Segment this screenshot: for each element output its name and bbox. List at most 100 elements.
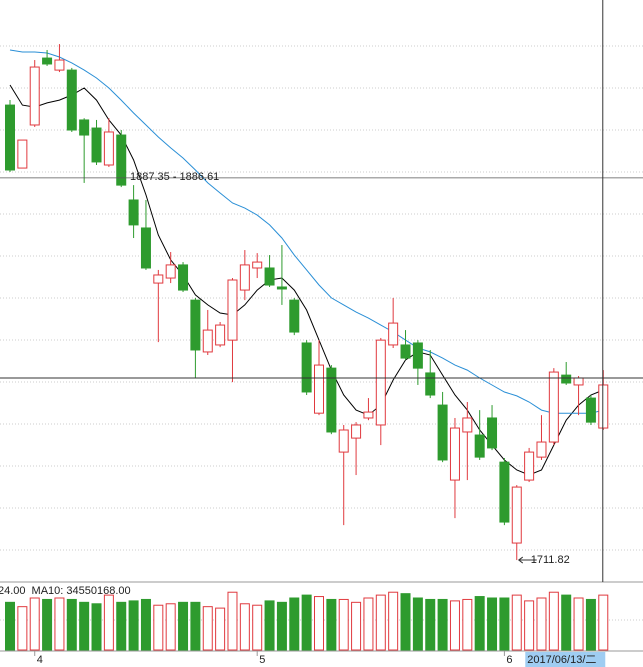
- candle-body: [103, 131, 114, 166]
- candle-body: [54, 59, 65, 71]
- cursor-date-box: 2017/06/13/二: [525, 652, 606, 667]
- volume-bar: [363, 597, 374, 651]
- volume-bar: [400, 593, 411, 651]
- candle-body: [425, 372, 436, 396]
- volume-bar: [66, 598, 77, 651]
- volume-bar: [227, 591, 238, 651]
- candle-body: [511, 486, 522, 544]
- volume-bar: [54, 597, 65, 651]
- candle-body: [5, 104, 15, 171]
- volume-bar: [289, 597, 300, 651]
- volume-bar: [412, 597, 423, 651]
- volume-bar: [474, 596, 485, 651]
- volume-bar: [338, 598, 349, 651]
- volume-bar: [351, 601, 362, 651]
- volume-bar: [462, 598, 473, 651]
- candle-body: [116, 134, 127, 186]
- candle-body: [202, 329, 213, 353]
- candle-body: [140, 227, 151, 269]
- volume-bar: [178, 601, 189, 651]
- x-tick-label: 5: [259, 654, 265, 666]
- volume-bar: [79, 601, 90, 651]
- candle-body: [17, 139, 28, 169]
- candle-body: [499, 461, 510, 523]
- volume-bar: [499, 597, 510, 651]
- volume-bar: [264, 600, 275, 651]
- candle-body: [351, 424, 362, 439]
- volume-bar: [511, 594, 522, 651]
- candle-body: [252, 261, 263, 269]
- candle-body: [536, 441, 547, 458]
- candle-body: [153, 274, 164, 284]
- candle-body: [190, 299, 201, 351]
- volume-bar: [326, 598, 337, 651]
- volume-bar: [425, 598, 436, 651]
- candle-body: [289, 299, 300, 333]
- volume-bar: [116, 601, 127, 651]
- volume-bar: [29, 597, 40, 651]
- candle-body: [264, 267, 275, 286]
- volume-bar: [252, 604, 263, 651]
- volume-bar: [153, 604, 164, 651]
- volume-bar: [548, 591, 559, 651]
- volume-bar: [5, 601, 15, 651]
- candle-body: [338, 429, 349, 453]
- volume-bar: [17, 606, 28, 651]
- volume-bar: [573, 597, 584, 651]
- candle-body: [128, 199, 139, 226]
- volume-bar: [437, 598, 448, 651]
- volume-bar: [276, 601, 287, 651]
- volume-bar: [103, 594, 114, 651]
- low-arrow: [517, 556, 537, 564]
- volume-bar: [449, 600, 460, 651]
- cursor-date-background: [525, 652, 606, 667]
- volume-bar: [128, 600, 139, 651]
- candle-body: [91, 127, 102, 163]
- volume-bar: [190, 601, 201, 651]
- cursor-date-label: 2017/06/13/二: [527, 654, 596, 666]
- candle-body: [561, 374, 572, 384]
- low-label: 1711.82: [531, 554, 570, 566]
- volume-legend: MA10: 34550168.00: [32, 585, 131, 597]
- volume-bar: [598, 594, 609, 651]
- candle-body: [301, 342, 312, 393]
- candle-body: [79, 119, 90, 136]
- volume-bar: [215, 607, 226, 651]
- volume-bar: [202, 606, 213, 651]
- candle-body: [548, 371, 559, 443]
- candle-body: [178, 264, 189, 291]
- crosshair-label: 1887.35 - 1886.61: [130, 171, 219, 183]
- volume-bar: [388, 591, 399, 651]
- candle-body: [42, 57, 53, 65]
- volume-bar: [165, 603, 176, 651]
- volume-bar: [524, 600, 535, 651]
- volume-bar: [487, 597, 498, 651]
- candle-body: [437, 404, 448, 461]
- volume-bar: [301, 594, 312, 651]
- candle-body: [29, 66, 40, 126]
- candle-body: [487, 417, 498, 449]
- candle-body: [66, 69, 77, 131]
- candle-body: [227, 279, 238, 341]
- volume-bar: [140, 598, 151, 651]
- candle-body: [375, 339, 386, 426]
- volume-bar: [585, 598, 596, 651]
- candle-body: [585, 397, 596, 423]
- candle-body: [573, 377, 584, 386]
- candle-body: [524, 451, 535, 481]
- x-tick-label: 4: [37, 654, 43, 666]
- volume-bar: [239, 603, 250, 651]
- x-tick-label: 6: [506, 654, 512, 666]
- candle-body: [474, 434, 485, 458]
- volume-bar: [42, 598, 53, 651]
- candle-body: [239, 264, 250, 291]
- candle-body: [388, 322, 399, 346]
- candle-body: [412, 342, 423, 369]
- candle-body: [276, 286, 287, 290]
- candle-body: [462, 417, 473, 433]
- moving-average-line: [9, 49, 604, 414]
- candle-body: [449, 427, 460, 481]
- volume-bar: [375, 594, 386, 651]
